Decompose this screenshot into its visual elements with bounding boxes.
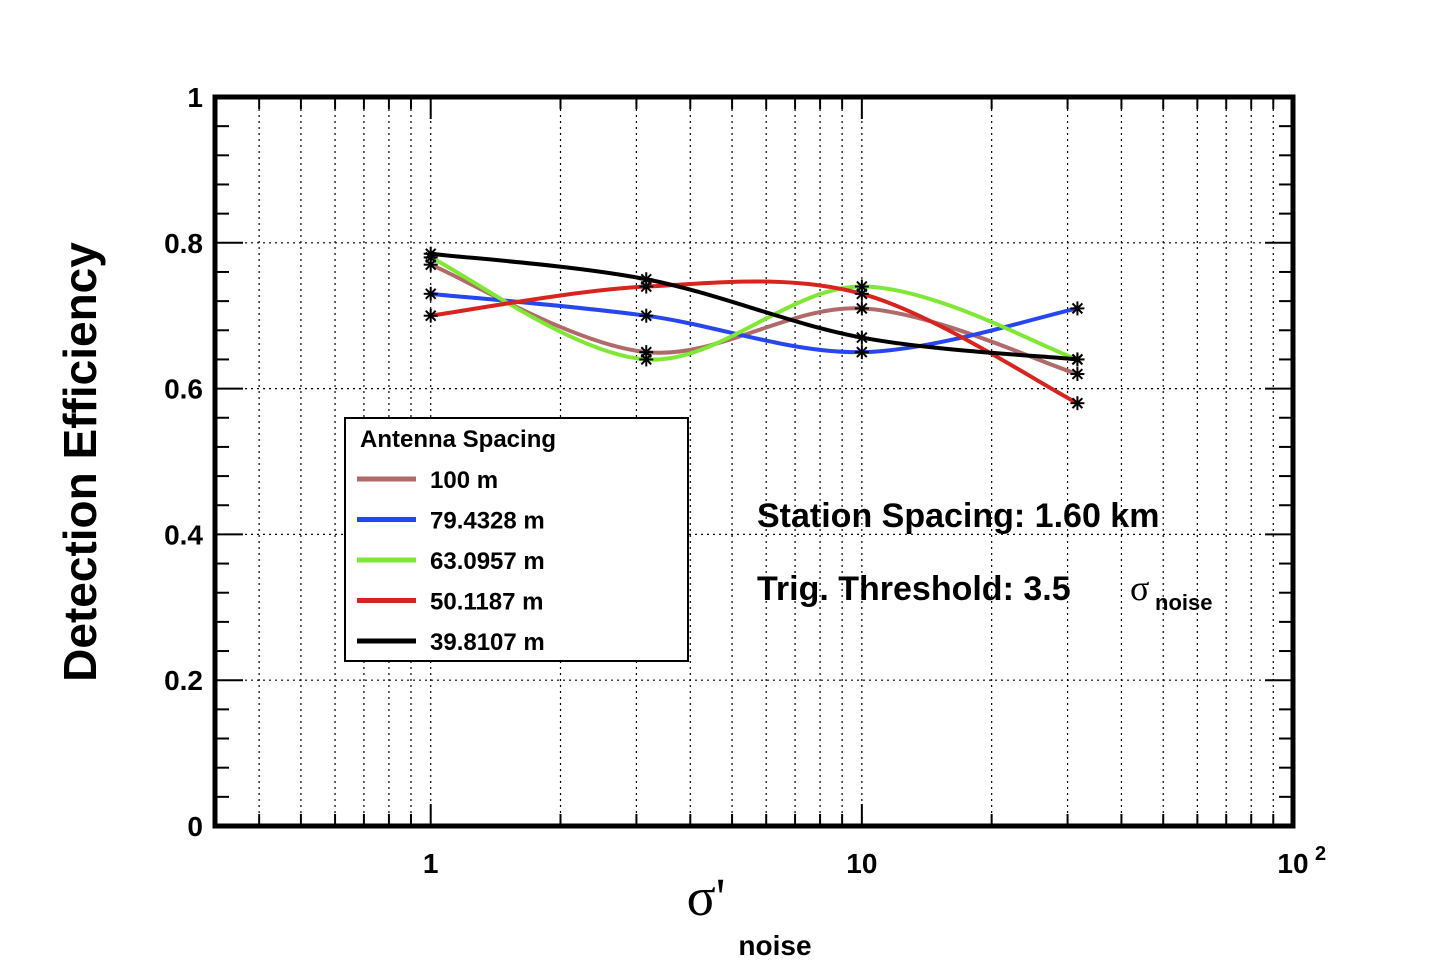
data-point-marker: [854, 301, 869, 316]
data-point-marker: [1070, 301, 1085, 316]
data-point-marker: [639, 308, 654, 323]
legend-title: Antenna Spacing: [360, 426, 556, 453]
trigger-threshold-annotation: Trig. Threshold: 3.5 σ noise: [757, 568, 1212, 615]
trigger-threshold-text: Trig. Threshold: 3.5: [757, 570, 1071, 608]
legend-entry-79-4328-m: 79.4328 m: [357, 508, 545, 535]
y-tick-label: 0: [187, 811, 203, 842]
grid-lines: [215, 96, 1293, 827]
data-point-marker: [639, 272, 654, 287]
y-axis-label: Detection Efficiency: [54, 242, 106, 682]
y-tick-label: 0.8: [164, 228, 203, 259]
y-tick-label: 1: [187, 82, 203, 113]
data-point-marker: [854, 286, 869, 301]
plot-frame: [212, 94, 1296, 829]
legend-label: 63.0957 m: [430, 548, 545, 575]
data-markers: [423, 246, 1085, 411]
trigger-threshold-subscript: noise: [1155, 590, 1212, 615]
data-point-marker: [423, 246, 438, 261]
legend-label: 50.1187 m: [430, 589, 543, 616]
x-tick-label: 10: [846, 848, 877, 879]
data-point-marker: [1070, 352, 1085, 367]
x-axis-symbol: σ': [687, 867, 726, 927]
series-line-63-0957-m: [428, 255, 1080, 362]
x-tick-label: 1: [423, 848, 439, 879]
legend-entry-100-m: 100 m: [357, 467, 498, 494]
series-line-50-1187-m: [428, 279, 1080, 406]
x-tick-label-superscript: 2: [1315, 843, 1326, 865]
data-point-marker: [1070, 367, 1085, 382]
series-line-39-8107-m: [428, 251, 1080, 362]
legend-entry-50-1187-m: 50.1187 m: [357, 589, 543, 616]
trigger-threshold-sigma: σ: [1130, 568, 1149, 608]
y-tick-label: 0.6: [164, 374, 203, 405]
x-axis-subscript: noise: [738, 930, 811, 961]
legend-label: 79.4328 m: [430, 508, 545, 535]
data-point-marker: [1070, 396, 1085, 411]
axis-labels: 0 0.2 0.4 0.6 0.8 1 1 10 10 2: [164, 82, 1326, 879]
data-point-marker: [854, 345, 869, 360]
legend-box: [344, 417, 689, 662]
data-point-marker: [854, 330, 869, 345]
legend-entry-63-0957-m: 63.0957 m: [357, 548, 545, 575]
y-tick-label: 0.4: [164, 519, 203, 550]
x-tick-label: 10: [1277, 848, 1308, 879]
legend-entry-39-8107-m: 39.8107 m: [357, 629, 545, 656]
legend-entries: 100 m 79.4328 m 63.0957 m 50.1187 m 39.8107 …: [357, 467, 545, 656]
legend-label: 39.8107 m: [430, 629, 545, 656]
data-point-marker: [423, 308, 438, 323]
legend: Antenna Spacing 100 m 79.4328 m 63.0957 m 5…: [344, 417, 689, 662]
legend-label: 100 m: [430, 467, 498, 494]
data-point-marker: [423, 286, 438, 301]
data-point-marker: [639, 352, 654, 367]
y-tick-label: 0.2: [164, 665, 203, 696]
data-series: [423, 246, 1085, 411]
station-spacing-annotation: Station Spacing: 1.60 km: [757, 497, 1159, 535]
